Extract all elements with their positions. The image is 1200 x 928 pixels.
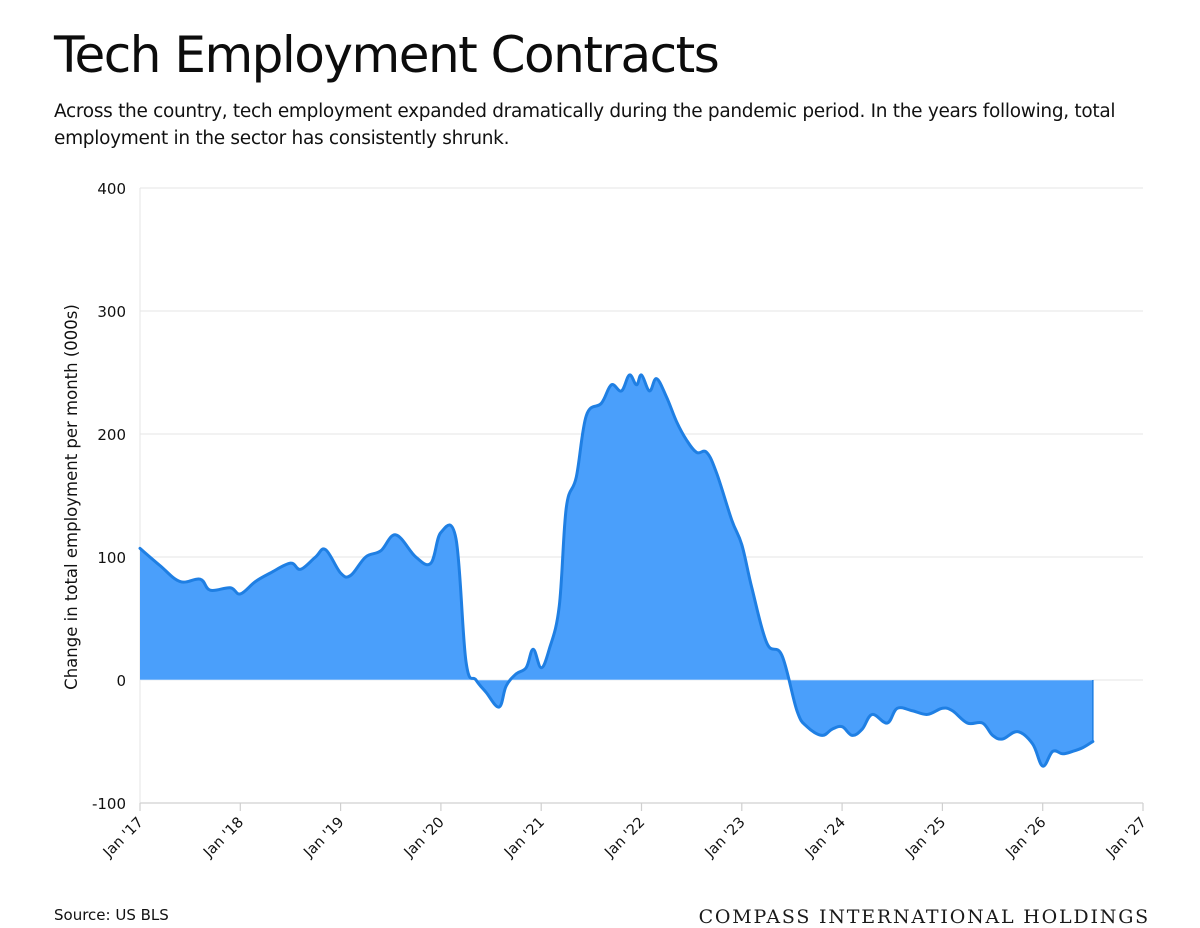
y-tick-label: 200: [97, 426, 126, 444]
series-line: [138, 373, 1095, 768]
x-tick-label: Jan '25: [902, 815, 949, 862]
x-tick-label: Jan '26: [1003, 815, 1050, 862]
x-tick-label: Jan '23: [702, 815, 749, 862]
data-area: [138, 373, 1095, 768]
chart-title: Tech Employment Contracts: [54, 26, 720, 84]
x-tick-label: Jan '22: [601, 815, 648, 862]
x-tick-label: Jan '21: [501, 815, 548, 862]
series-area-fill: [140, 374, 1093, 767]
y-tick-label: 400: [97, 180, 126, 198]
x-tick-label: Jan '17: [100, 815, 147, 862]
brand-logo-text: COMPASS INTERNATIONAL HOLDINGS: [698, 906, 1150, 928]
x-tick-label: Jan '24: [802, 815, 849, 862]
y-tick-label: -100: [92, 795, 126, 813]
y-tick-label: 100: [97, 549, 126, 567]
y-tick-label: 300: [97, 303, 126, 321]
chart-subtitle: Across the country, tech employment expa…: [54, 101, 1116, 149]
source-note: Source: US BLS: [54, 906, 169, 924]
y-axis-label: Change in total employment per month (00…: [62, 304, 81, 690]
x-tick-label: Jan '20: [401, 815, 448, 862]
y-tick-label: 0: [116, 672, 126, 690]
x-tick-label: Jan '27: [1103, 815, 1150, 862]
x-axis: [139, 802, 1144, 811]
x-tick-labels: Jan '17 Jan '18 Jan '19 Jan '20 Jan '21 Jan '…: [100, 815, 1150, 862]
x-tick-label: Jan '18: [200, 815, 247, 862]
x-tick-label: Jan '19: [300, 815, 347, 862]
y-tick-labels: -100 0 100 200 300 400: [92, 180, 126, 813]
